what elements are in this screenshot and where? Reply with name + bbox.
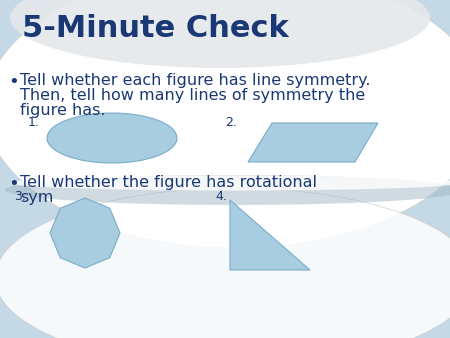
Polygon shape — [248, 123, 378, 162]
Text: •: • — [8, 175, 19, 193]
Ellipse shape — [0, 188, 450, 338]
Text: 4.: 4. — [215, 190, 227, 203]
Text: 5-Minute Check: 5-Minute Check — [22, 14, 289, 43]
Text: 3.: 3. — [14, 190, 26, 203]
Ellipse shape — [47, 113, 177, 163]
Polygon shape — [230, 200, 310, 270]
Text: 2.: 2. — [225, 116, 237, 129]
Text: Tell whether the figure has rotational: Tell whether the figure has rotational — [20, 175, 317, 190]
Text: sym: sym — [20, 190, 54, 205]
Polygon shape — [50, 198, 120, 268]
Text: Then, tell how many lines of symmetry the: Then, tell how many lines of symmetry th… — [20, 88, 365, 103]
Ellipse shape — [10, 0, 430, 68]
Ellipse shape — [0, 0, 450, 248]
Ellipse shape — [10, 175, 450, 191]
Text: •: • — [8, 73, 19, 91]
Text: Tell whether each figure has line symmetry.: Tell whether each figure has line symmet… — [20, 73, 370, 88]
Text: figure has.: figure has. — [20, 103, 105, 118]
Text: 1.: 1. — [28, 116, 40, 129]
Ellipse shape — [5, 175, 450, 205]
